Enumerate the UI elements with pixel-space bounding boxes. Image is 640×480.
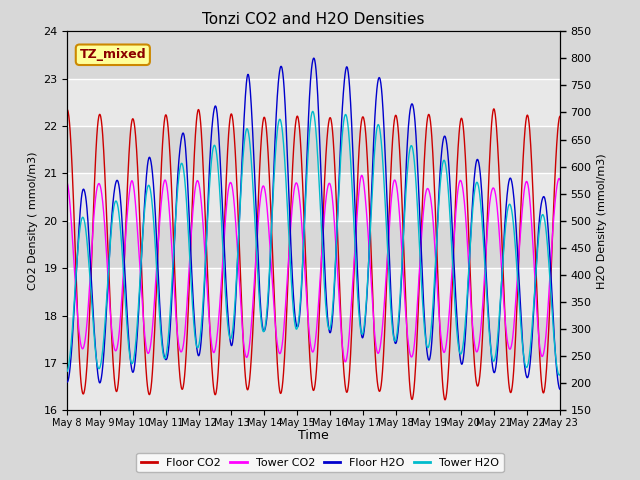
Bar bbox=[67, 268, 560, 316]
Floor H2O bbox=[283, 132, 291, 137]
Bar bbox=[67, 126, 560, 173]
Line: Tower CO2: Tower CO2 bbox=[67, 175, 560, 362]
Floor CO2 bbox=[441, 397, 449, 403]
Bar bbox=[67, 363, 560, 410]
Floor CO2 bbox=[283, 314, 291, 320]
Bar bbox=[67, 316, 560, 363]
Line: Floor CO2: Floor CO2 bbox=[67, 109, 560, 400]
Floor H2O bbox=[291, 316, 299, 322]
Floor H2O bbox=[556, 386, 564, 392]
Tower CO2 bbox=[63, 180, 71, 185]
X-axis label: Time: Time bbox=[298, 430, 329, 443]
Bar bbox=[67, 79, 560, 126]
Y-axis label: H2O Density (mmol/m3): H2O Density (mmol/m3) bbox=[597, 153, 607, 288]
Floor CO2 bbox=[291, 122, 299, 128]
Floor H2O bbox=[63, 379, 71, 385]
Floor CO2 bbox=[490, 106, 498, 112]
Floor CO2 bbox=[273, 340, 280, 346]
Bar bbox=[67, 31, 560, 79]
Tower CO2 bbox=[342, 359, 349, 365]
Tower H2O bbox=[344, 122, 352, 128]
Tower H2O bbox=[556, 372, 563, 378]
Tower CO2 bbox=[122, 237, 129, 242]
Tower H2O bbox=[122, 300, 129, 306]
Tower CO2 bbox=[102, 232, 109, 238]
Tower H2O bbox=[556, 372, 564, 377]
Tower CO2 bbox=[291, 181, 299, 187]
Tower H2O bbox=[309, 108, 317, 114]
Tower CO2 bbox=[344, 347, 352, 352]
Tower H2O bbox=[273, 139, 280, 145]
Floor H2O bbox=[273, 111, 280, 117]
Legend: Floor CO2, Tower CO2, Floor H2O, Tower H2O: Floor CO2, Tower CO2, Floor H2O, Tower H… bbox=[136, 453, 504, 472]
Tower CO2 bbox=[273, 333, 280, 338]
Line: Tower H2O: Tower H2O bbox=[67, 111, 560, 375]
Text: TZ_mixed: TZ_mixed bbox=[79, 48, 146, 61]
Floor CO2 bbox=[102, 182, 109, 188]
Tower H2O bbox=[291, 324, 299, 329]
Y-axis label: CO2 Density ( mmol/m3): CO2 Density ( mmol/m3) bbox=[28, 152, 38, 290]
Tower CO2 bbox=[358, 172, 365, 178]
Floor H2O bbox=[122, 279, 129, 285]
Floor H2O bbox=[102, 327, 109, 333]
Bar bbox=[67, 173, 560, 221]
Tower CO2 bbox=[556, 177, 564, 183]
Floor CO2 bbox=[556, 113, 564, 119]
Floor H2O bbox=[344, 68, 352, 73]
Floor CO2 bbox=[63, 107, 71, 112]
Title: Tonzi CO2 and H2O Densities: Tonzi CO2 and H2O Densities bbox=[202, 12, 425, 27]
Line: Floor H2O: Floor H2O bbox=[67, 58, 560, 389]
Tower H2O bbox=[63, 368, 71, 374]
Tower CO2 bbox=[283, 288, 291, 294]
Floor CO2 bbox=[122, 233, 129, 239]
Floor CO2 bbox=[344, 388, 351, 394]
Bar bbox=[67, 221, 560, 268]
Tower H2O bbox=[283, 187, 291, 193]
Floor H2O bbox=[310, 55, 317, 61]
Tower H2O bbox=[102, 315, 109, 321]
